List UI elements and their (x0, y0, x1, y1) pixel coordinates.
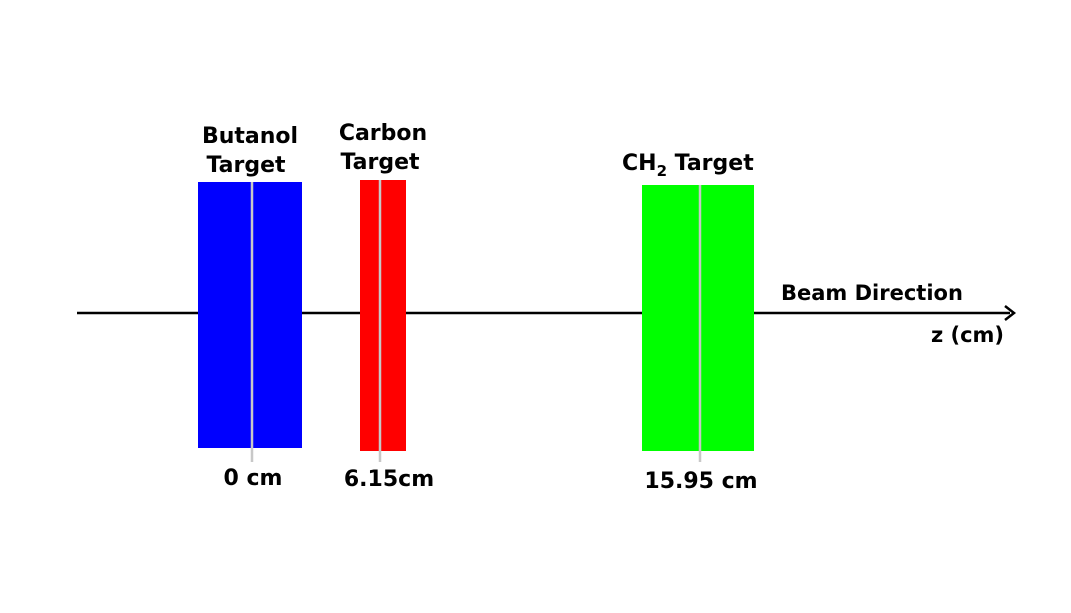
butanol-target: Butanol Target 0 cm (198, 124, 302, 491)
ch2-target-position-label: 15.95 cm (644, 469, 757, 494)
ch2-target-name-main: CH (622, 151, 657, 176)
ch2-target-name-rest: Target (667, 151, 754, 176)
carbon-target-name-line1: Carbon (339, 121, 427, 146)
carbon-target: Carbon Target 6.15cm (339, 121, 434, 492)
beam-arrow-icon (1004, 305, 1017, 321)
ch2-target-block (642, 185, 754, 451)
ch2-target: CH2 Target 15.95 cm (622, 151, 758, 494)
butanol-target-name-line2: Target (206, 153, 286, 178)
ch2-target-name-subscript: 2 (657, 162, 667, 180)
carbon-target-position-label: 6.15cm (344, 467, 434, 492)
butanol-target-position-label: 0 cm (224, 466, 283, 491)
ch2-target-name: CH2 Target (622, 151, 754, 180)
beam-direction-label: Beam Direction (781, 281, 963, 305)
carbon-target-name-line2: Target (340, 150, 420, 175)
butanol-target-name-line1: Butanol (202, 124, 298, 149)
carbon-target-block (360, 180, 406, 451)
z-axis-label: z (cm) (931, 323, 1004, 347)
butanol-target-block (198, 182, 302, 448)
